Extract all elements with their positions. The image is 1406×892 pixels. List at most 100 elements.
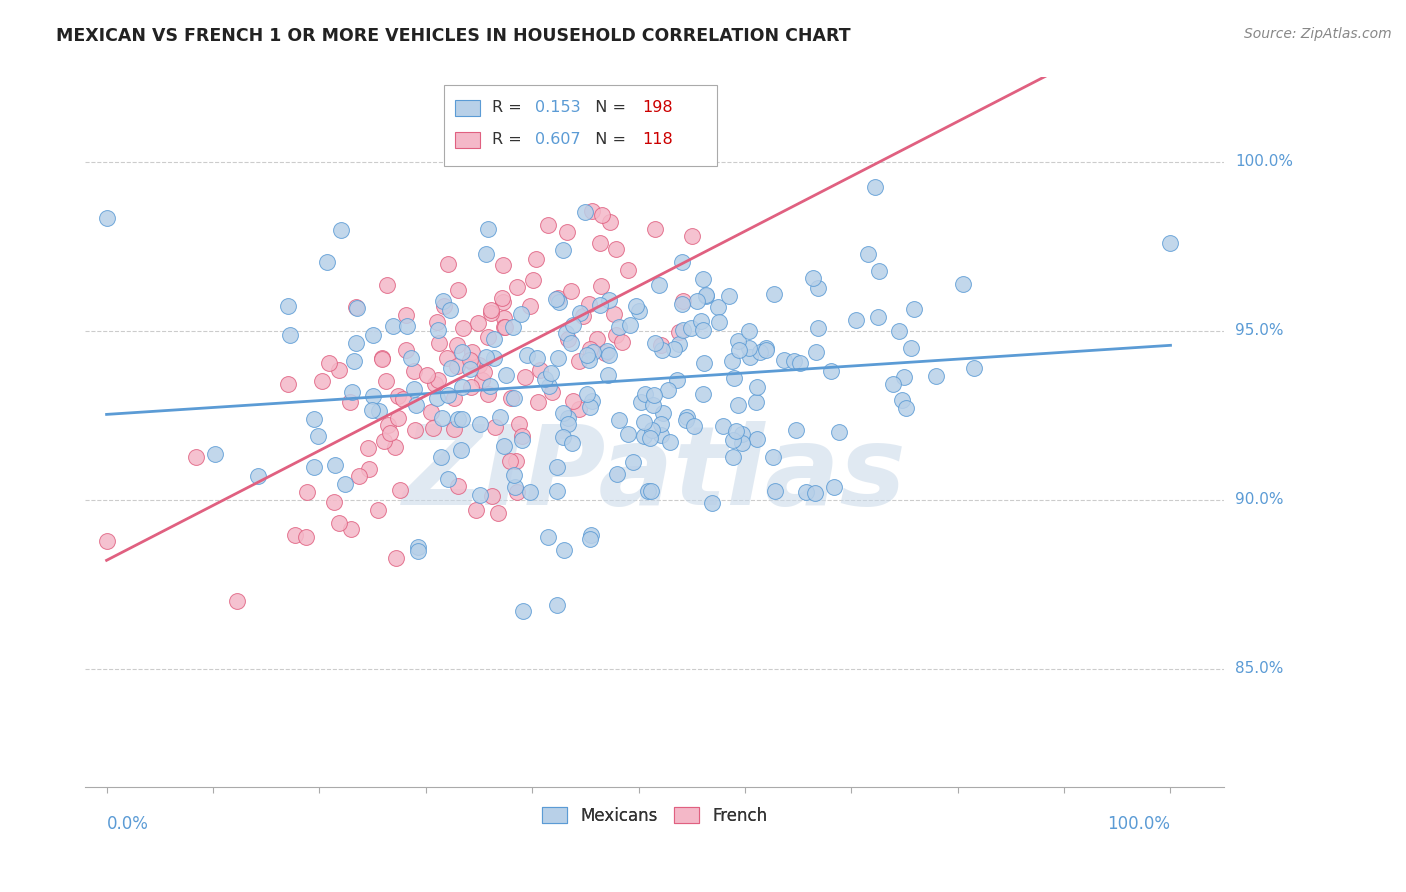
Point	[439, 302, 461, 317]
Point	[323, 458, 346, 472]
Point	[574, 205, 596, 219]
Point	[637, 484, 659, 499]
Point	[711, 419, 734, 434]
Point	[662, 343, 685, 357]
Point	[589, 235, 612, 250]
Point	[553, 406, 575, 420]
Point	[477, 387, 499, 401]
Point	[318, 356, 340, 370]
Text: Source: ZipAtlas.com: Source: ZipAtlas.com	[1244, 27, 1392, 41]
Text: 118: 118	[643, 132, 672, 147]
Point	[450, 442, 472, 457]
Point	[468, 358, 491, 372]
Point	[420, 405, 443, 419]
Point	[422, 421, 444, 435]
Point	[512, 605, 534, 619]
Point	[755, 341, 778, 355]
Point	[491, 258, 513, 272]
Point	[845, 313, 868, 327]
Point	[486, 506, 509, 520]
Point	[650, 337, 672, 351]
Point	[633, 387, 655, 401]
Text: MEXICAN VS FRENCH 1 OR MORE VEHICLES IN HOUSEHOLD CORRELATION CHART: MEXICAN VS FRENCH 1 OR MORE VEHICLES IN …	[56, 27, 851, 45]
Point	[375, 278, 398, 293]
Point	[589, 298, 612, 312]
Point	[561, 435, 583, 450]
Text: R =: R =	[492, 132, 527, 147]
Point	[707, 315, 730, 329]
Point	[346, 301, 368, 315]
Point	[893, 370, 915, 384]
Point	[328, 516, 350, 530]
Point	[375, 374, 398, 388]
Point	[460, 380, 482, 394]
Point	[707, 300, 730, 314]
Point	[789, 356, 811, 370]
Point	[801, 271, 824, 285]
Point	[344, 301, 367, 315]
Point	[858, 246, 880, 260]
Point	[747, 432, 769, 446]
Text: 85.0%: 85.0%	[1234, 661, 1284, 676]
Point	[467, 316, 489, 330]
Point	[547, 351, 569, 366]
Point	[581, 203, 603, 218]
Text: 90.0%: 90.0%	[1234, 492, 1284, 508]
Point	[475, 246, 498, 260]
Point	[477, 330, 499, 344]
Point	[692, 272, 714, 286]
Point	[572, 309, 595, 323]
Text: 0.0%: 0.0%	[107, 815, 149, 833]
Point	[562, 318, 585, 333]
Point	[730, 427, 752, 442]
Point	[401, 351, 423, 366]
Point	[378, 425, 401, 440]
Point	[727, 334, 749, 348]
Point	[404, 364, 426, 378]
Point	[307, 429, 329, 443]
Point	[506, 280, 529, 294]
Point	[651, 406, 673, 420]
Point	[342, 354, 364, 368]
Point	[643, 388, 665, 402]
Point	[952, 277, 974, 291]
Point	[578, 353, 600, 368]
Point	[277, 376, 299, 391]
Point	[491, 291, 513, 305]
Point	[502, 320, 524, 334]
Point	[330, 222, 353, 236]
Point	[546, 484, 568, 499]
Text: 100.0%: 100.0%	[1108, 815, 1170, 833]
Point	[794, 485, 817, 500]
Point	[593, 346, 616, 360]
Point	[387, 410, 409, 425]
Point	[436, 472, 458, 486]
Point	[578, 401, 600, 415]
Point	[426, 322, 449, 336]
Point	[644, 222, 666, 236]
Point	[681, 229, 703, 244]
Point	[762, 450, 785, 465]
Point	[695, 288, 717, 302]
Point	[671, 255, 693, 269]
Point	[451, 380, 474, 394]
Point	[526, 351, 548, 365]
Point	[433, 299, 456, 313]
Point	[426, 373, 449, 387]
Point	[755, 343, 778, 357]
Point	[641, 423, 664, 437]
Point	[640, 484, 662, 499]
Point	[546, 293, 568, 307]
Point	[346, 336, 368, 351]
Point	[738, 342, 761, 356]
Point	[617, 263, 640, 277]
Point	[277, 299, 299, 313]
Point	[581, 527, 603, 541]
Point	[557, 411, 579, 425]
Point	[721, 354, 744, 368]
Point	[657, 384, 679, 398]
Point	[675, 413, 697, 427]
Point	[721, 450, 744, 464]
Point	[494, 320, 516, 334]
Point	[616, 427, 638, 442]
